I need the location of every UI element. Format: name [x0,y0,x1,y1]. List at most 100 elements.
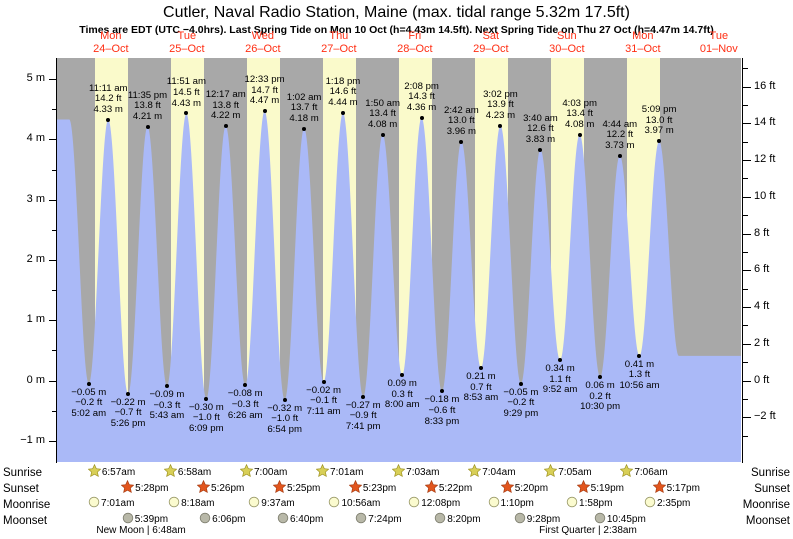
low-tide-label-0: −0.05 m −0.2 ft 5:02 am [71,387,106,420]
sunrise-event-time: 7:01am [330,467,364,478]
high-tide-m: 3.97 m [644,125,674,137]
high-tide-ft: 13.4 ft [566,108,593,120]
left-tick-major-5 [49,380,57,382]
sunrise-event-time: 7:04am [482,467,516,478]
high-tide-m: 4.08 m [564,118,595,130]
sunrise-row-label-right: Sunrise [751,467,790,479]
sunrise-event-3: 7:01am [315,463,364,481]
right-tick-minor [743,398,748,400]
right-tick-label-0: 16 ft [754,79,776,92]
moonrise-event-3: 10:56am [328,496,380,512]
sunset-event-time: 5:23pm [362,483,397,494]
left-tick-label-4: 1 m [26,313,45,326]
sunset-event-2: 5:25pm [272,479,320,497]
high-tide-label-6: 1:18 pm 14.6 ft 4.44 m [326,76,361,109]
sunset-event-5: 5:20pm [500,479,548,497]
high-tide-marker-12 [577,132,582,137]
low-tide-ft: −1.0 ft [271,413,299,425]
high-tide-label-8: 2:08 pm 14.3 ft 4.36 m [404,80,439,114]
moonset-event-6: 10:45pm [594,512,646,528]
moonrise-circle-icon [488,496,500,512]
high-tide-label-10: 3:02 pm 13.9 ft 4.23 m [483,89,518,122]
high-tide-label-5: 1:02 am 13.7 ft 4.18 m [287,92,322,125]
low-tide-label-6: −0.02 m −0.1 ft 7:11 am [306,385,341,418]
high-tide-label-12: 4:03 pm 13.4 ft 4.08 m [562,98,597,131]
moonset-row-label-right: Moonset [745,515,790,527]
day-header-date: 30–Oct [549,42,585,55]
day-header-weekday: Wed [251,30,275,42]
low-tide-m: 0.34 m [545,363,575,375]
low-tide-m: −0.27 m [345,399,381,411]
moonrise-event-time: 8:18am [181,498,215,509]
low-tide-m: −0.18 m [424,394,460,406]
high-tide-time: 12:33 pm [244,74,285,86]
sunset-star-icon [196,479,211,497]
day-header-date: 29–Oct [473,42,509,55]
moonrise-row-label-left: Moonrise [3,499,51,511]
high-tide-time: 1:50 am [365,97,400,109]
low-tide-marker-13 [598,374,603,379]
moonset-circle-icon [355,512,367,528]
sunrise-event-2: 7:00am [239,463,287,481]
low-tide-label-5: −0.32 m −1.0 ft 6:54 pm [267,402,303,436]
day-header-0: Mon 24–Oct [71,30,151,55]
sunrise-event-time: 6:58am [177,467,212,478]
moonrise-row-label-right: Moonrise [742,499,790,511]
sunrise-event-time: 6:57am [101,467,136,478]
left-tick-label-6: −1 m [20,433,45,446]
sunset-star-icon [652,479,666,497]
left-tick-minor [52,290,57,292]
high-tide-ft: 14.5 ft [173,87,200,99]
low-tide-time: 10:30 pm [580,401,621,413]
moonset-circle-icon [594,512,606,528]
high-tide-marker-7 [380,132,385,137]
high-tide-time: 12:17 am [205,89,246,101]
low-tide-label-4: −0.08 m −0.3 ft 6:26 am [228,389,263,421]
left-tick-minor [52,109,57,111]
day-header-4: Fri 28–Oct [375,30,455,55]
low-tide-label-2: −0.09 m −0.3 ft 5:43 am [149,389,185,422]
day-header-date: 26–Oct [245,42,281,55]
low-tide-marker-4 [243,383,248,388]
moonrise-event-7: 2:35pm [644,496,690,512]
low-tide-m: −0.32 m [267,402,303,414]
day-header-5: Sat 29–Oct [451,30,531,55]
low-tide-time: 5:26 pm [110,418,146,430]
day-header-weekday: Sun [557,30,577,42]
low-tide-marker-8 [400,373,405,378]
right-tick-label-4: 8 ft [754,226,770,239]
high-tide-time: 3:40 am [523,112,558,124]
left-tick-label-1: 4 m [26,132,45,145]
low-tide-ft: −0.2 ft [507,397,535,409]
low-tide-time: 5:43 am [149,410,185,422]
low-tide-label-10: 0.21 m 0.7 ft 8:53 am [464,371,499,404]
sunset-star-icon [500,479,515,497]
low-tide-marker-6 [321,379,326,384]
sunset-event-time: 5:26pm [211,483,245,494]
low-tide-ft: −0.6 ft [428,405,456,417]
right-tick-major-3 [743,196,751,198]
page-subtitle: Times are EDT (UTC −4.0hrs). Last Spring… [79,24,714,36]
high-tide-time: 5:09 pm [641,104,677,116]
low-tide-marker-1 [126,391,131,396]
moonset-circle-icon [277,512,289,528]
high-tide-ft: 14.7 ft [251,84,278,96]
sunset-event-4: 5:22pm [424,479,472,497]
left-tick-label-2: 3 m [26,192,45,205]
moonset-circle-icon [122,512,134,528]
low-tide-label-8: 0.09 m 0.3 ft 8:00 am [385,379,420,411]
right-tick-major-5 [743,270,751,272]
low-tide-ft: 0.2 ft [589,390,611,402]
low-tide-ft: −0.7 ft [114,407,142,419]
low-tide-ft: −0.3 ft [153,399,181,411]
sunrise-star-icon [543,463,558,481]
low-tide-m: −0.05 m [503,386,539,398]
moonset-event-time: 5:39pm [134,514,169,525]
low-tide-ft: 1.3 ft [628,369,651,381]
moonrise-circle-icon [168,496,180,512]
low-tide-marker-9 [439,389,444,394]
high-tide-time: 2:08 pm [404,80,439,92]
low-tide-m: 0.09 m [387,378,417,390]
high-tide-label-4: 12:33 pm 14.7 ft 4.47 m [244,74,285,107]
